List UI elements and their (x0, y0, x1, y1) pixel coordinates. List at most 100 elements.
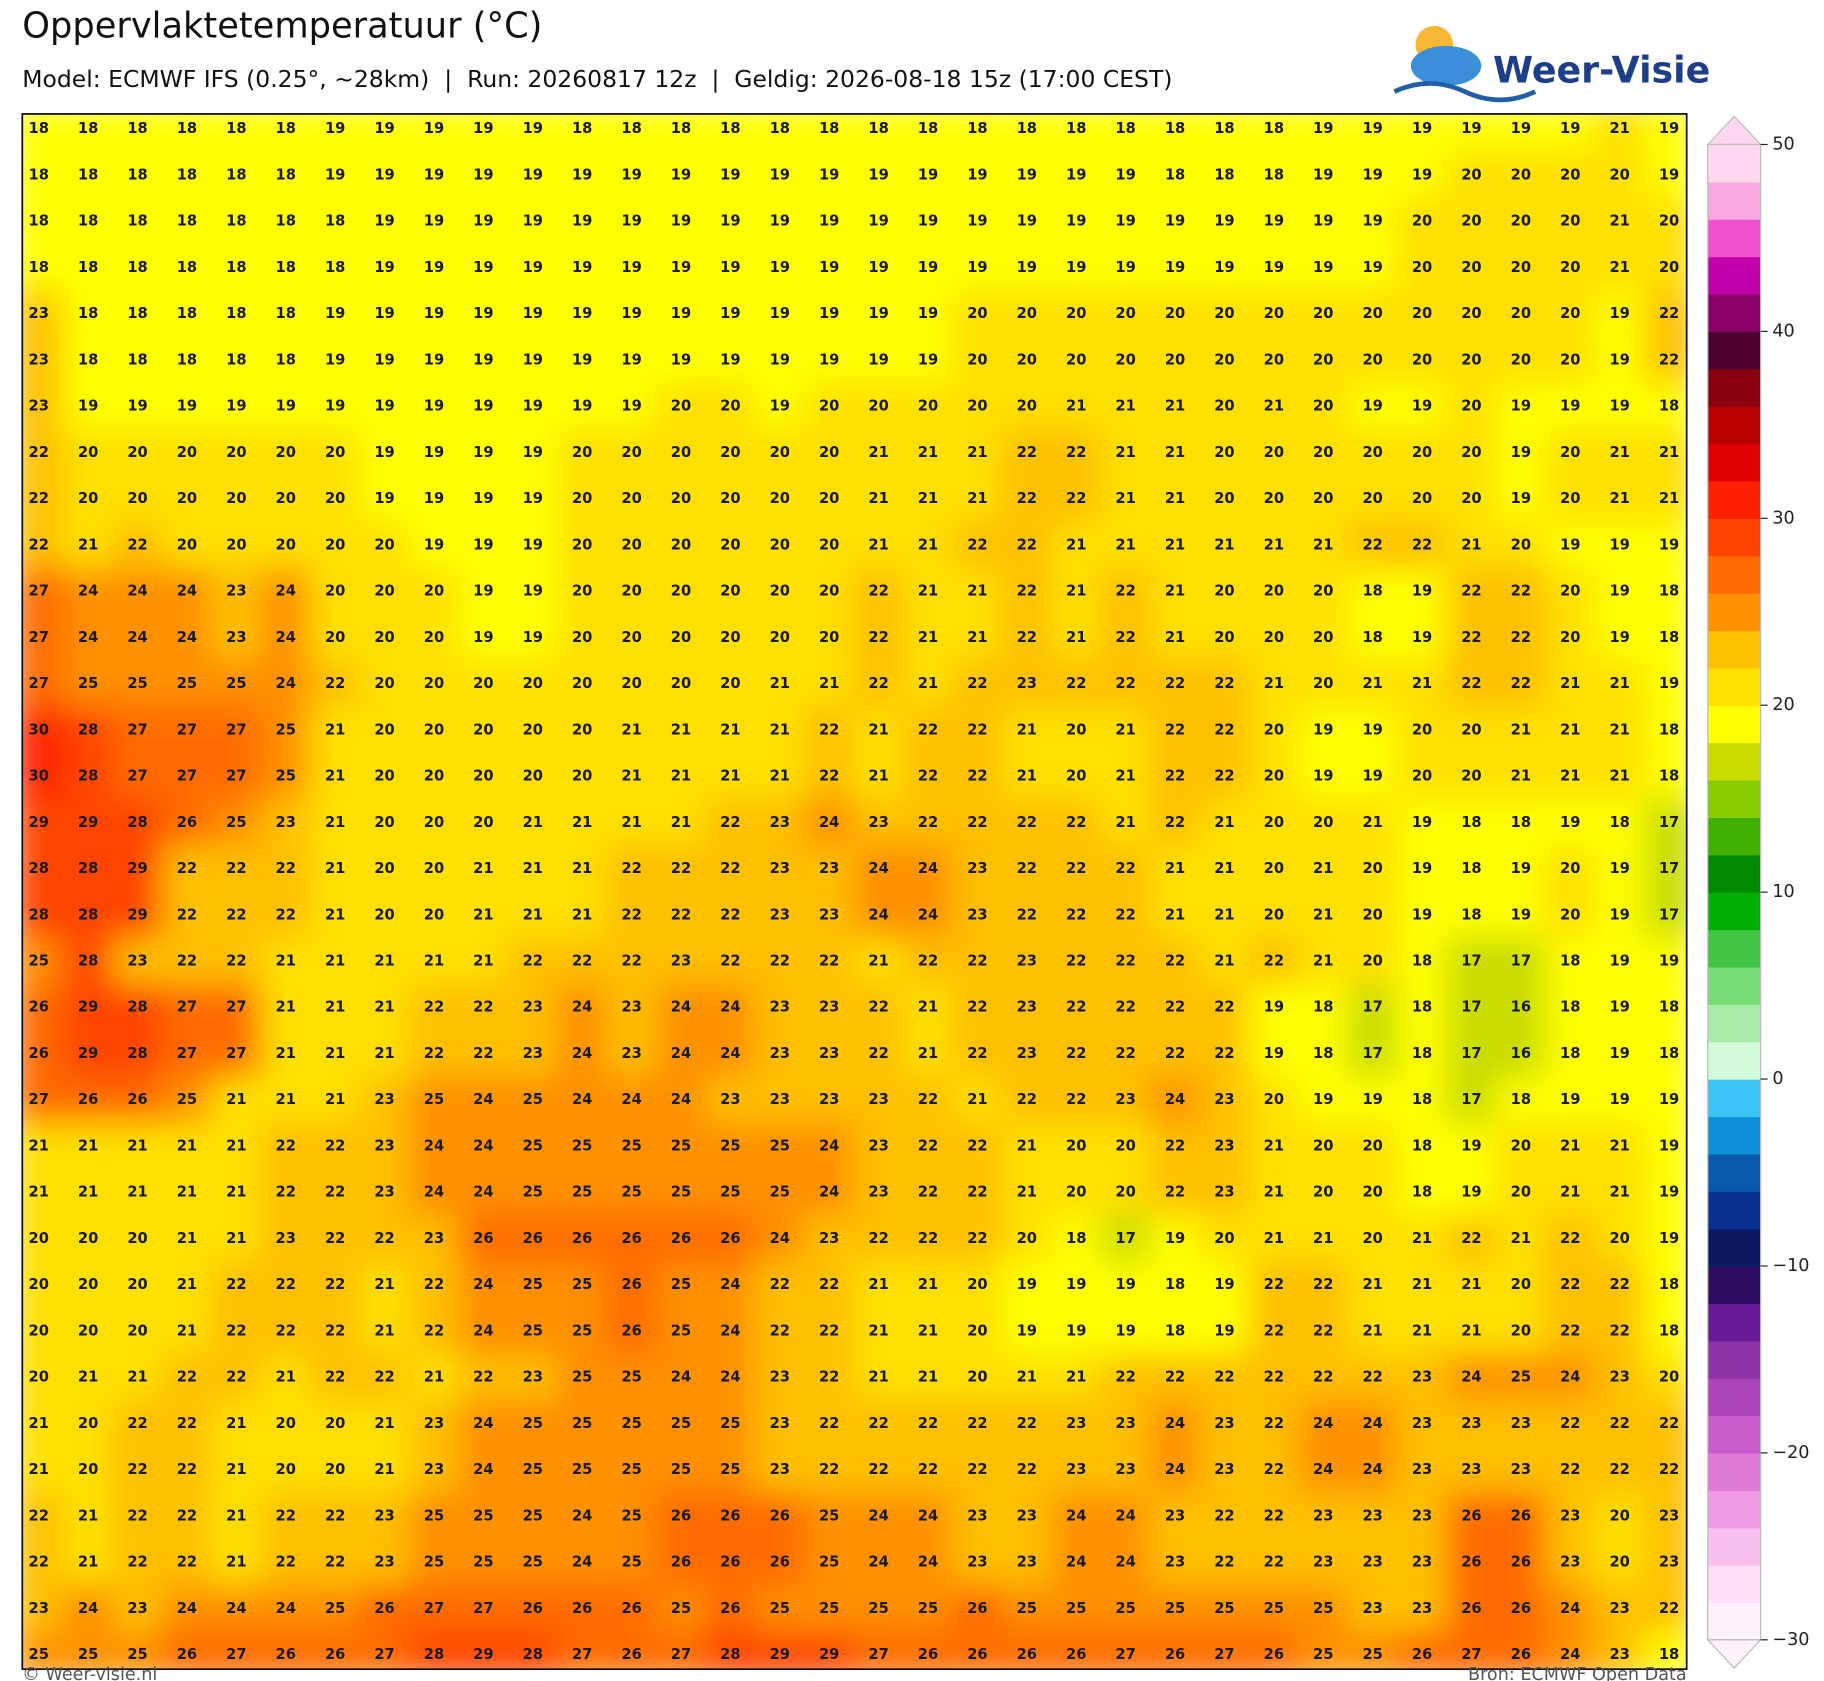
temperature-cell (112, 891, 163, 939)
temperature-label: 27 (177, 721, 197, 738)
temperature-cell (22, 244, 65, 292)
temperature-label: 24 (473, 1276, 493, 1293)
temperature-cell (1495, 1585, 1547, 1633)
temperature-label: 23 (770, 860, 790, 877)
temperature-cell (309, 429, 361, 477)
temperature-cell (62, 891, 114, 939)
temperature-cell (309, 244, 361, 292)
temperature-cell (1495, 382, 1547, 431)
temperature-cell (1643, 197, 1687, 246)
temperature-cell (359, 614, 410, 662)
temperature-label: 24 (127, 583, 147, 600)
temperature-label: 19 (374, 259, 394, 276)
temperature-label: 22 (325, 1230, 345, 1247)
temperature-cell (112, 1585, 163, 1633)
temperature-cell (1347, 660, 1398, 708)
temperature-label: 22 (1264, 1415, 1284, 1432)
temperature-cell (556, 475, 608, 523)
temperature-cell (853, 752, 904, 801)
colorbar-bin (1707, 368, 1761, 407)
temperature-label: 22 (1017, 444, 1037, 461)
temperature-label: 21 (1461, 536, 1481, 553)
temperature-cell (1347, 1446, 1398, 1494)
temperature-label: 19 (1362, 1091, 1382, 1108)
temperature-label: 22 (967, 1230, 987, 1247)
temperature-label: 20 (78, 1230, 98, 1247)
temperature-cell (408, 891, 460, 939)
temperature-label: 22 (770, 1276, 790, 1293)
temperature-label: 19 (374, 305, 394, 322)
temperature-label: 18 (29, 213, 49, 230)
temperature-label: 21 (868, 1276, 888, 1293)
temperature-cell (211, 151, 262, 200)
temperature-label: 23 (29, 351, 49, 368)
temperature-cell (22, 799, 65, 847)
temperature-label: 21 (918, 999, 938, 1016)
temperature-label: 18 (1066, 1230, 1086, 1247)
temperature-cell (754, 429, 806, 477)
temperature-label: 19 (1214, 213, 1234, 230)
temperature-label: 18 (1165, 120, 1185, 137)
temperature-cell (853, 891, 904, 939)
temperature-label: 19 (424, 351, 444, 368)
temperature-cell (1248, 567, 1300, 616)
temperature-cell (1396, 937, 1448, 986)
temperature-label: 21 (1017, 1184, 1037, 1201)
temperature-cell (1594, 336, 1645, 385)
temperature-label: 27 (29, 583, 49, 600)
temperature-label: 22 (868, 1045, 888, 1062)
temperature-label: 19 (424, 536, 444, 553)
temperature-cell (1495, 475, 1547, 523)
temperature-label: 22 (967, 675, 987, 692)
temperature-cell (1347, 521, 1398, 570)
temperature-label: 24 (276, 675, 296, 692)
temperature-cell (803, 1261, 855, 1309)
temperature-cell (260, 244, 312, 292)
temperature-cell (507, 244, 559, 292)
temperature-cell (408, 1122, 460, 1171)
temperature-cell (1396, 336, 1448, 385)
temperature-label: 26 (276, 1646, 296, 1663)
temperature-cell (1050, 1168, 1102, 1217)
temperature-cell (408, 521, 460, 570)
temperature-cell (705, 937, 756, 986)
temperature-label: 23 (720, 1091, 740, 1108)
temperature-label: 20 (1264, 351, 1284, 368)
temperature-cell (22, 382, 65, 431)
temperature-label: 20 (1560, 583, 1580, 600)
temperature-label: 20 (1560, 305, 1580, 322)
temperature-cell (1396, 1585, 1448, 1633)
temperature-cell (1544, 244, 1596, 292)
temperature-cell (1396, 1307, 1448, 1356)
temperature-label: 19 (1362, 259, 1382, 276)
temperature-label: 21 (1165, 583, 1185, 600)
temperature-label: 20 (1511, 1322, 1531, 1339)
temperature-field (22, 113, 1687, 1670)
temperature-cell (1446, 1168, 1497, 1217)
temperature-cell (1495, 113, 1547, 153)
temperature-label: 21 (1609, 120, 1629, 137)
temperature-cell (507, 1122, 559, 1171)
temperature-cell (1544, 1585, 1596, 1633)
temperature-label: 24 (177, 583, 197, 600)
temperature-cell (853, 244, 904, 292)
temperature-cell (754, 336, 806, 385)
temperature-label: 19 (1412, 906, 1432, 923)
temperature-label: 19 (671, 166, 691, 183)
temperature-label: 23 (1362, 1507, 1382, 1524)
temperature-cell (22, 113, 65, 153)
temperature-cell (853, 290, 904, 338)
temperature-cell (655, 290, 707, 338)
temperature-cell (1446, 1076, 1497, 1124)
temperature-cell (309, 1446, 361, 1494)
temperature-cell (1297, 984, 1349, 1032)
temperature-label: 23 (1461, 1415, 1481, 1432)
temperature-cell (507, 984, 559, 1032)
temperature-label: 21 (868, 768, 888, 785)
temperature-cell (1347, 706, 1398, 755)
temperature-cell (507, 1492, 559, 1541)
colorbar-bin (1707, 854, 1761, 893)
temperature-cell (705, 1585, 756, 1633)
temperature-label: 19 (770, 351, 790, 368)
temperature-label: 22 (671, 906, 691, 923)
